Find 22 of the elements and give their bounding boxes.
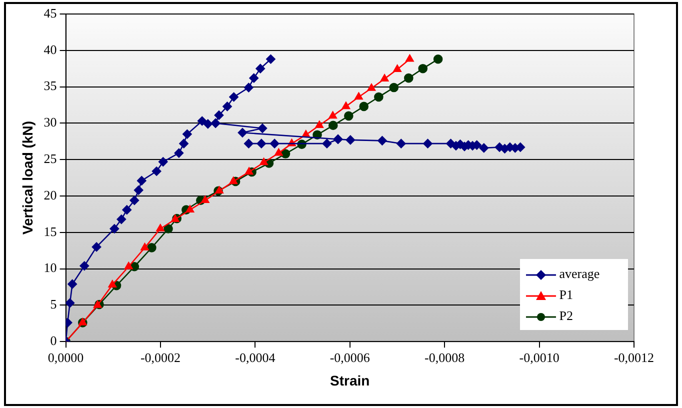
x-tick-label: -0,0002 — [140, 350, 181, 365]
y-tick-label: 5 — [50, 296, 57, 312]
y-tick-label: 15 — [44, 224, 57, 239]
y-tick-label: 30 — [44, 114, 57, 130]
y-axis-title: Vertical load (kN) — [19, 121, 36, 235]
y-tick-label: 45 — [44, 5, 57, 20]
y-tick-label: 10 — [44, 260, 57, 276]
x-axis-title: Strain — [330, 372, 370, 388]
y-tick-label: 25 — [44, 151, 57, 166]
y-tick-label: 40 — [44, 42, 57, 57]
x-tick-label: -0,0010 — [519, 350, 560, 365]
legend-label: P1 — [559, 287, 573, 302]
x-tick-label: -0,0008 — [424, 350, 465, 365]
x-tick-label: -0,0006 — [330, 350, 370, 365]
x-tick-label: -0,0012 — [614, 350, 654, 365]
y-tick-label: 0 — [50, 333, 57, 348]
legend-label: average — [559, 266, 600, 281]
legend-label: P2 — [559, 308, 573, 323]
x-tick-label: -0,0004 — [235, 350, 276, 365]
y-tick-label: 20 — [44, 187, 57, 202]
y-tick-label: 35 — [44, 78, 57, 94]
x-tick-label: 0,0000 — [48, 350, 84, 365]
